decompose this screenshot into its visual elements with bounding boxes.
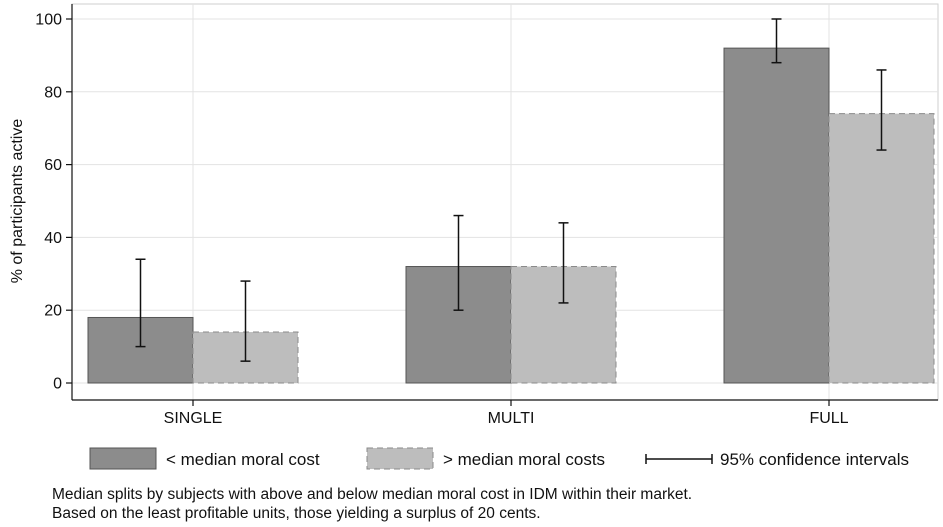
legend-label-series-1: < median moral cost <box>166 450 320 469</box>
x-tick-label-single: SINGLE <box>164 410 223 427</box>
error-bars <box>135 18 887 362</box>
y-tick-label: 60 <box>44 157 62 174</box>
legend-label-series-2: > median moral costs <box>443 450 605 469</box>
y-tick-label: 80 <box>44 84 62 101</box>
x-tick-label-multi: MULTI <box>488 410 535 427</box>
legend-swatch-series-2 <box>366 447 434 470</box>
y-tick-label: 20 <box>44 303 62 320</box>
legend-label-ci: 95% confidence intervals <box>720 450 909 469</box>
legend-swatch-series-1 <box>89 447 157 470</box>
y-axis-title: % of participants active <box>9 119 26 284</box>
chart-note-line-1: Median splits by subjects with above and… <box>52 486 693 503</box>
y-tick-label: 100 <box>35 12 62 29</box>
chart-note-line-2: Based on the least profitable units, tho… <box>52 505 541 522</box>
axes: 0 20 40 60 80 100 SINGLE MULTI FULL <box>35 4 938 427</box>
y-tick-label: 0 <box>53 376 62 393</box>
bar-2-full <box>828 113 935 384</box>
x-tick-label-full: FULL <box>809 410 848 427</box>
bars <box>87 47 935 384</box>
legend: < median moral cost > median moral costs… <box>89 447 909 470</box>
y-tick-label: 40 <box>44 230 62 247</box>
bar-1-full <box>723 47 830 384</box>
